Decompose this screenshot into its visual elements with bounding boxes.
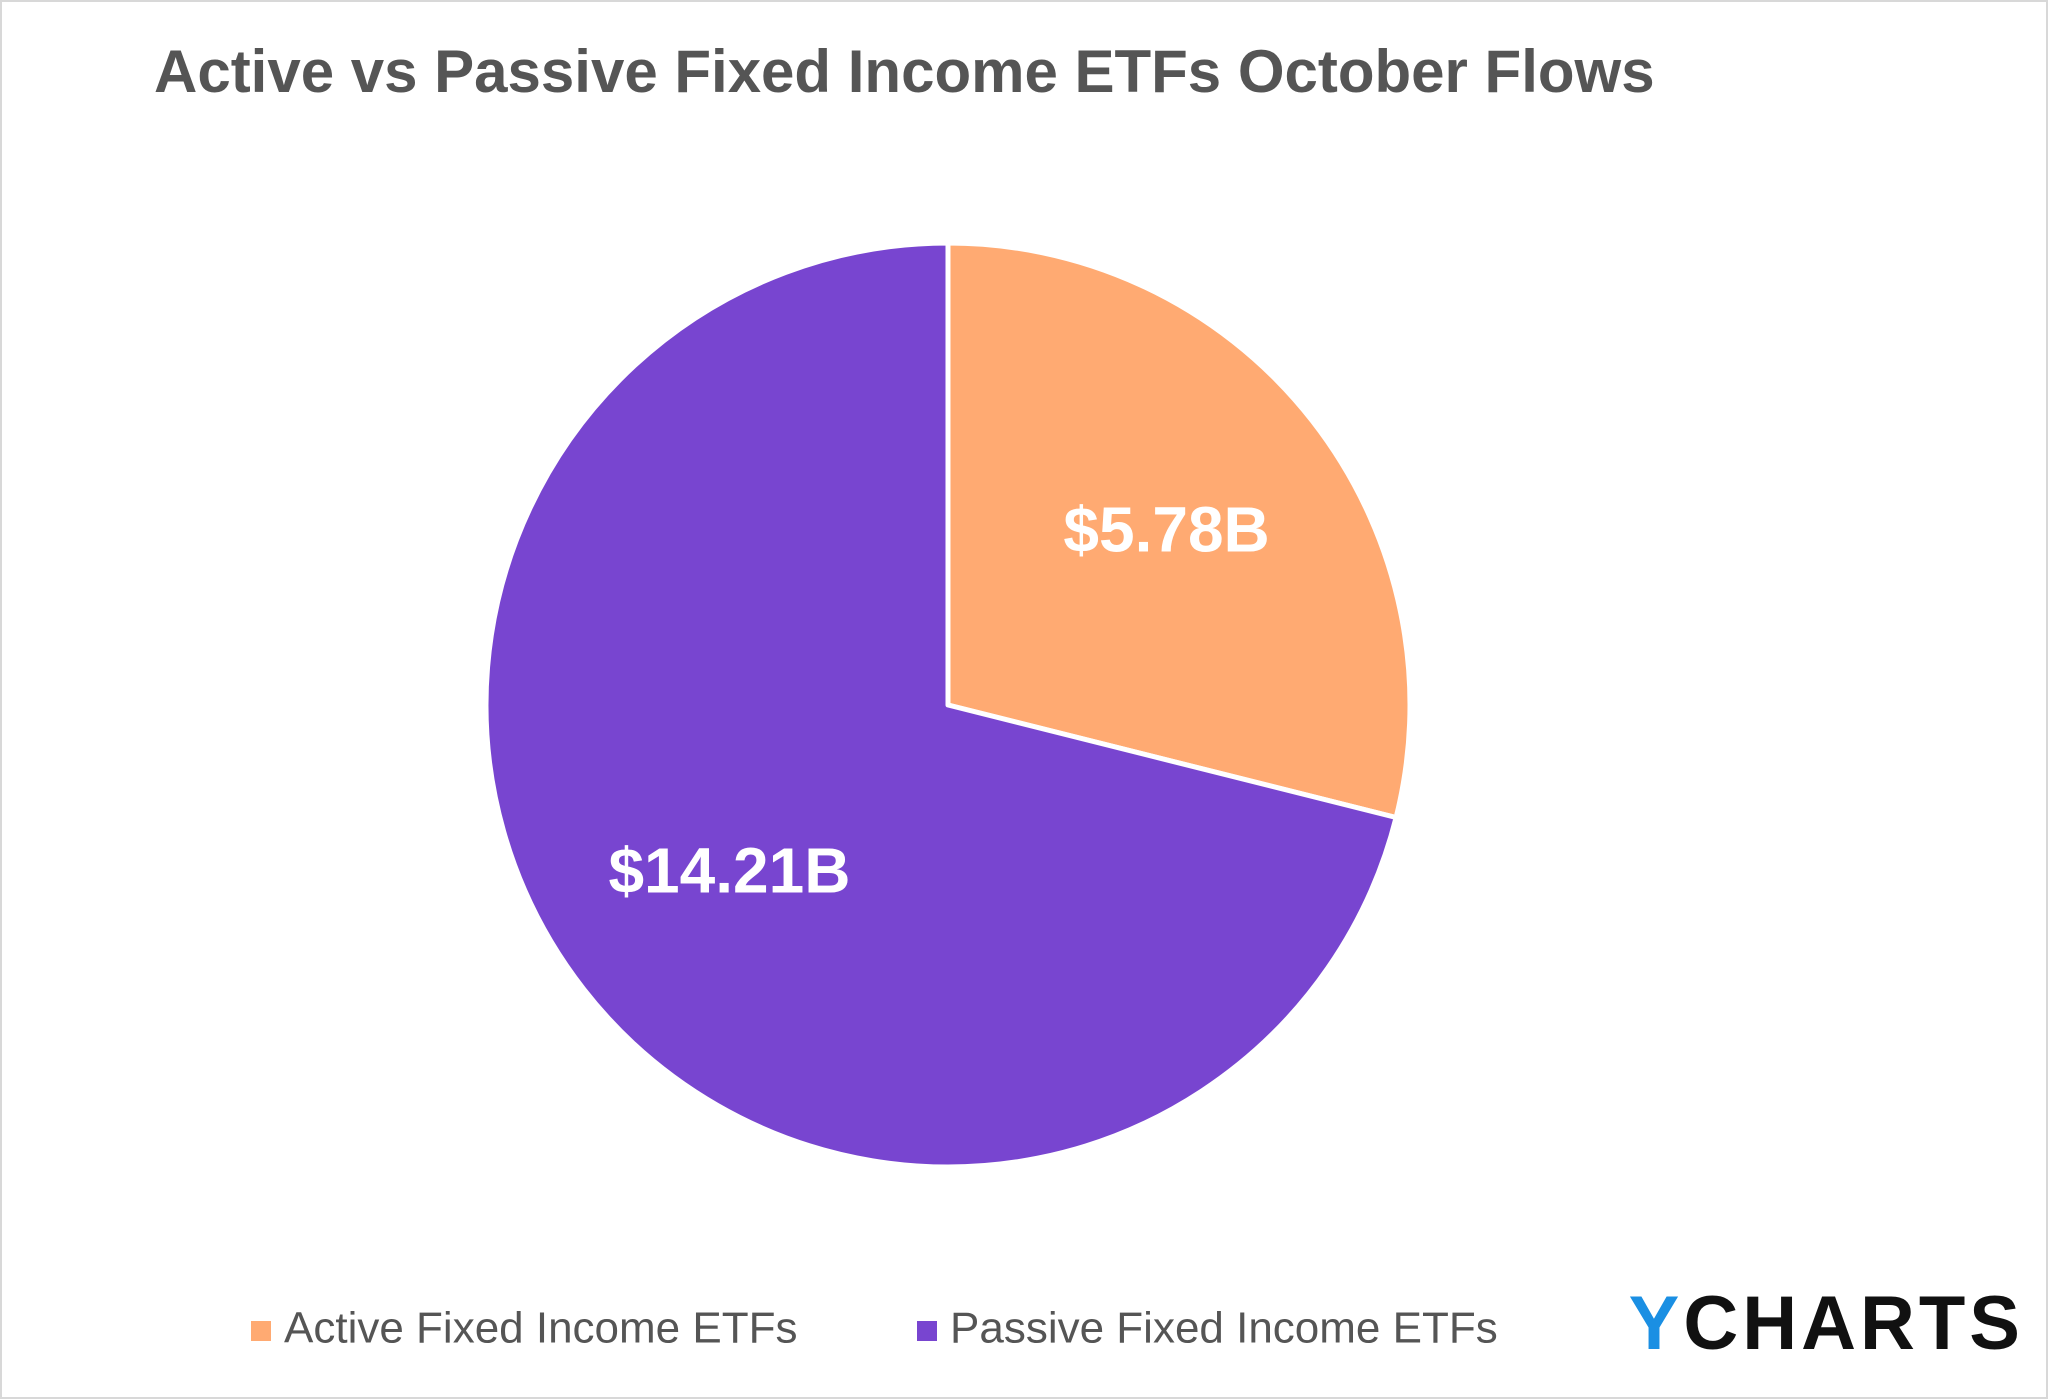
data-label: $14.21B — [608, 834, 850, 906]
chart-title: Active vs Passive Fixed Income ETFs Octo… — [154, 38, 1655, 105]
pie-slice — [945, 240, 1413, 820]
data-label: $5.78B — [1063, 493, 1269, 565]
legend-swatch — [917, 1321, 937, 1341]
pie-slice — [483, 240, 1399, 1170]
legend-label: Passive Fixed Income ETFs — [950, 1304, 1498, 1353]
logo: YCHARTS — [1629, 1281, 2024, 1366]
legend-swatch — [251, 1321, 271, 1341]
legend-label: Active Fixed Income ETFs — [284, 1304, 797, 1353]
